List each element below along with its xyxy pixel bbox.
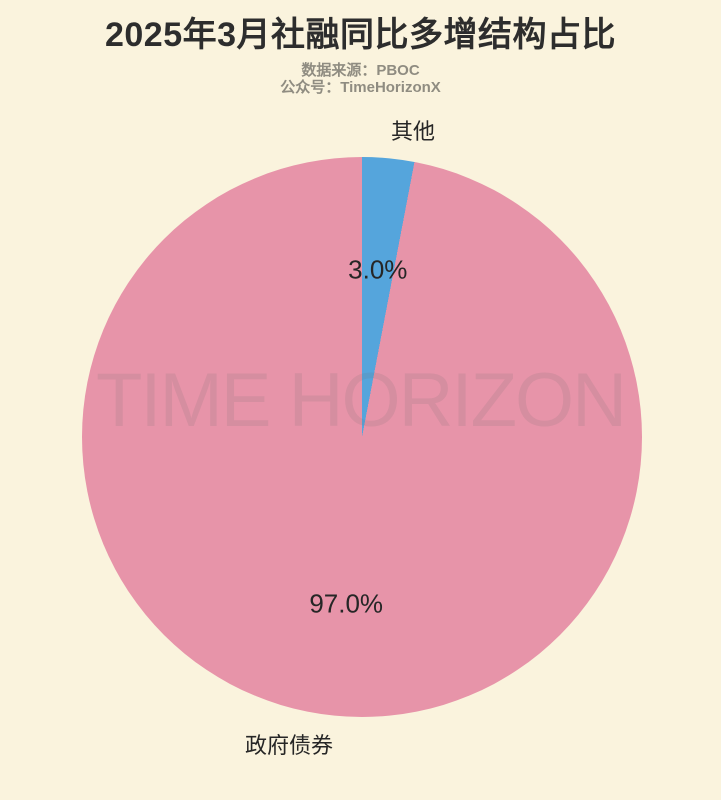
slice-pct-label: 3.0% [348,254,408,285]
slice-pct-label: 97.0% [309,588,384,619]
data-source-line: 数据来源：PBOC [301,62,420,79]
pie [82,157,642,717]
chart-header: 2025年3月社融同比多增结构占比 数据来源：PBOC 公众号：TimeHori… [0,0,721,96]
account-line: 公众号：TimeHorizonX [280,79,441,96]
slice-label: 其他 [390,119,435,145]
chart-subtitle-block: 数据来源：PBOC 公众号：TimeHorizonX [0,62,721,96]
chart-title: 2025年3月社融同比多增结构占比 [104,16,617,54]
slice-label: 政府债券 [244,732,333,758]
